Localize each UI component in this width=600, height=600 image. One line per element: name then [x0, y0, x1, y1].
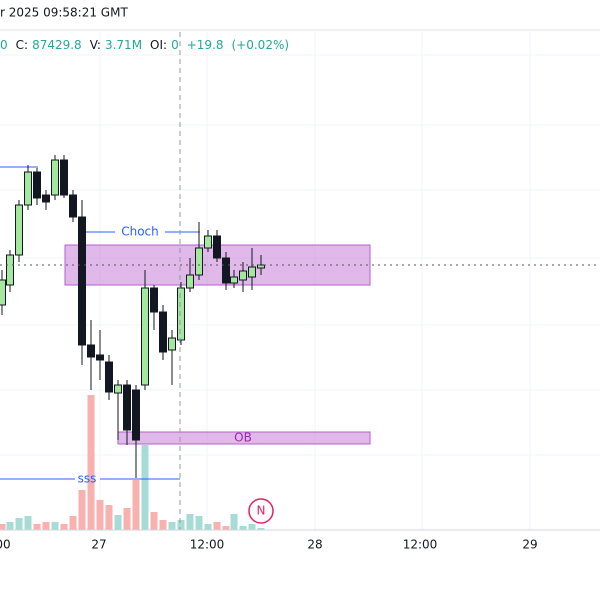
ohlc-volume-value: 3.71M — [105, 38, 142, 52]
ohlc-change-pct: (+0.02%) — [232, 38, 290, 52]
candles — [0, 155, 265, 478]
candle-body — [204, 235, 212, 249]
candle-body — [230, 276, 238, 284]
volume-bar — [257, 528, 265, 530]
volume-bar — [150, 512, 158, 530]
x-tick-label: 28 — [307, 538, 322, 552]
volume-bar — [105, 505, 113, 530]
candle-body — [15, 204, 23, 256]
candle-body — [105, 361, 113, 393]
candle-body — [159, 311, 167, 353]
volume-bar — [114, 515, 122, 530]
ohlc-volume-label: V: — [90, 38, 101, 52]
news-marker[interactable] — [248, 498, 274, 524]
x-tick-label: 12:00 — [403, 538, 438, 552]
ohlc-close-value: 87429.8 — [32, 38, 82, 52]
candle-body — [87, 344, 95, 358]
candle-body — [123, 384, 131, 431]
news-label: N — [257, 504, 266, 518]
volume-bar — [51, 522, 59, 530]
candle-body — [239, 270, 247, 281]
volume-bar — [132, 480, 140, 530]
candle-body — [33, 171, 41, 199]
candle-body — [186, 274, 194, 289]
sss-label: sss — [78, 472, 97, 486]
candle-body — [0, 279, 6, 306]
ohlc-change: +19.8 — [187, 38, 224, 52]
candle-body — [114, 384, 122, 394]
candle-body — [141, 287, 149, 386]
ohlc-text: 0 C: 87429.8 V: 3.71M OI: 0 +19.8 (+0.02%) — [0, 38, 289, 52]
x-tick-label: 29 — [522, 538, 537, 552]
candle-body — [132, 389, 140, 441]
volume-bar — [159, 520, 167, 530]
volume-bar — [195, 516, 203, 530]
candle-body — [168, 337, 176, 351]
candle-body — [248, 266, 256, 278]
ohlc-close-label: C: — [16, 38, 28, 52]
volume-bar — [60, 524, 68, 530]
volume-bar — [78, 490, 86, 530]
volume-bar — [42, 522, 50, 530]
volume-bar — [87, 395, 95, 530]
volume-bar — [230, 514, 238, 530]
candle-body — [60, 159, 68, 196]
candle-body — [96, 354, 104, 361]
candle-body — [24, 171, 32, 206]
choch-label: Choch — [121, 225, 159, 239]
volume-bar — [96, 500, 104, 530]
volume-bar — [15, 518, 23, 530]
x-tick-label: 27 — [91, 538, 106, 552]
candle-body — [42, 194, 50, 203]
ohlc-legend: 0 C: 87429.8 V: 3.71M OI: 0 +19.8 (+0.02%) — [0, 38, 289, 52]
candle-body — [195, 247, 203, 276]
volume-bar — [0, 524, 6, 530]
volume-bar — [186, 514, 194, 530]
timestamp: r 2025 09:58:21 GMT — [0, 6, 128, 20]
volume-bar — [33, 524, 41, 530]
volume-bar — [6, 522, 14, 530]
candle-body — [222, 257, 230, 284]
candle-body — [69, 194, 77, 218]
ohlc-oi-value: 0 — [171, 38, 179, 52]
volume-bar — [168, 522, 176, 530]
volume-bar — [141, 445, 149, 530]
volume-bar — [123, 508, 131, 530]
ohlc-open-value: 0 — [0, 38, 8, 52]
candle-body — [6, 254, 14, 286]
volume-bar — [204, 524, 212, 530]
volume-bar — [177, 520, 185, 530]
candle-body — [150, 287, 158, 313]
volume-bar — [222, 526, 230, 530]
candle-body — [257, 264, 265, 269]
volume-bar — [239, 526, 247, 530]
x-tick-label: 12:00 — [190, 538, 225, 552]
ohlc-oi-label: OI: — [150, 38, 167, 52]
volume-bar — [248, 524, 256, 530]
volume-bar — [213, 522, 221, 530]
candle-body — [51, 159, 59, 196]
volume-bar — [69, 516, 77, 530]
x-axis: 00 27 12:00 28 12:00 29 — [0, 538, 538, 552]
ob-label: OB — [234, 431, 252, 445]
volume-bars — [0, 395, 265, 530]
candle-body — [213, 235, 221, 259]
x-tick-label: 00 — [0, 538, 11, 552]
candle-body — [78, 216, 86, 346]
candle-body — [177, 287, 185, 341]
volume-bar — [24, 516, 32, 530]
